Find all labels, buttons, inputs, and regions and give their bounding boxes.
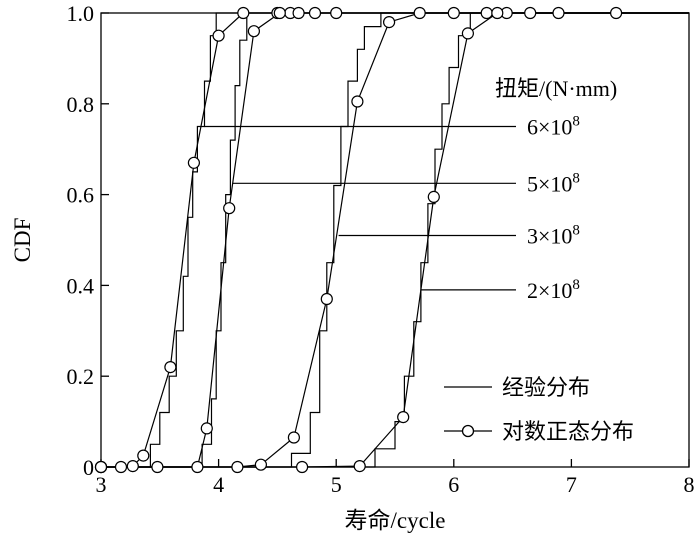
legend-label-empirical: 经验分布: [502, 375, 590, 400]
lognormal-marker-0-10: [308, 6, 322, 20]
lognormal-marker-2-8: [447, 6, 460, 20]
lognormal-marker-2-5: [351, 95, 364, 108]
x-tick-label-5: 8: [684, 472, 695, 497]
lognormal-marker-2-6: [383, 16, 396, 29]
lognormal-marker-0-4: [164, 361, 177, 374]
y-tick-label-2: 0.4: [67, 273, 95, 298]
empirical-line-0: [124, 12, 689, 468]
lognormal-marker-1-2: [191, 460, 204, 474]
x-axis-title: 寿命/cycle: [345, 508, 446, 533]
annotations: 6×108 5×108 3×108 2×108: [204, 114, 580, 303]
annotation-label-0: 6×108: [527, 114, 580, 140]
lognormal-marker-1-7: [292, 6, 305, 20]
lognormal-marker-0-6: [212, 29, 225, 42]
axis-ticks: [100, 12, 690, 468]
lognormal-marker-1-5: [247, 25, 260, 38]
y-tick-label-5: 1.0: [67, 1, 95, 26]
x-tick-label-1: 4: [213, 472, 224, 497]
lognormal-marker-0-7: [237, 6, 250, 20]
lognormal-marker-3-8: [552, 6, 565, 20]
lognormal-marker-3-4: [427, 190, 440, 203]
lognormal-marker-3-2: [353, 460, 366, 473]
lognormal-marker-3-3: [397, 411, 410, 424]
legend-label-lognormal: 对数正态分布: [502, 419, 634, 444]
annotation-label-3: 2×108: [527, 277, 580, 303]
empirical-line-2: [101, 12, 689, 468]
lognormal-marker-2-9: [480, 6, 493, 20]
lognormal-marker-2-4: [320, 292, 333, 306]
lognormal-marker-2-2: [254, 458, 267, 471]
y-tick-label-0: 0: [83, 455, 94, 480]
lognormal-marker-3-5: [461, 27, 474, 40]
lognormal-marker-1-1: [151, 460, 164, 474]
legend-marker-lognormal: [461, 424, 475, 438]
x-tick-label-2: 5: [331, 472, 342, 497]
plot-frame: [100, 12, 690, 468]
lognormal-marker-3-6: [491, 6, 504, 20]
lognormal-marker-0-11: [330, 6, 343, 20]
empirical-line-1: [101, 12, 689, 468]
lognormal-marker-0-5: [187, 156, 200, 169]
lognormal-marker-0-3: [137, 449, 150, 462]
legend: 经验分布 对数正态分布: [444, 375, 634, 444]
x-tick-label-0: 3: [96, 472, 107, 497]
y-tick-label-4: 0.8: [67, 92, 95, 117]
lognormal-marker-3-7: [524, 6, 537, 20]
y-axis-title: CDF: [10, 218, 35, 263]
lognormal-marker-1-4: [223, 202, 236, 215]
x-tick-label-4: 7: [566, 472, 577, 497]
lognormal-marker-0-1: [114, 460, 128, 474]
lognormal-marker-3-9: [609, 6, 623, 20]
y-tick-label-1: 0.2: [67, 364, 95, 389]
lognormal-marker-0-2: [126, 460, 139, 473]
tick-labels: 3 4 5 6 7 8 0 0.2 0.4 0.6 0.8 1.0: [67, 1, 695, 497]
y-tick-label-3: 0.6: [67, 183, 95, 208]
annotation-label-2: 3×108: [527, 223, 580, 249]
lognormal-marker-3-0: [94, 460, 108, 474]
lognormal-marker-1-6: [273, 6, 286, 20]
lognormal-marker-2-7: [413, 6, 426, 20]
lognormal-marker-2-3: [287, 431, 300, 444]
lognormal-marker-3-1: [296, 460, 309, 474]
x-tick-label-3: 6: [448, 472, 459, 497]
lognormal-marker-1-3: [200, 422, 213, 435]
lognormal-marker-2-1: [231, 460, 244, 474]
annotation-title: 扭矩/(N·mm): [495, 76, 617, 101]
annotation-label-1: 5×108: [527, 170, 580, 196]
